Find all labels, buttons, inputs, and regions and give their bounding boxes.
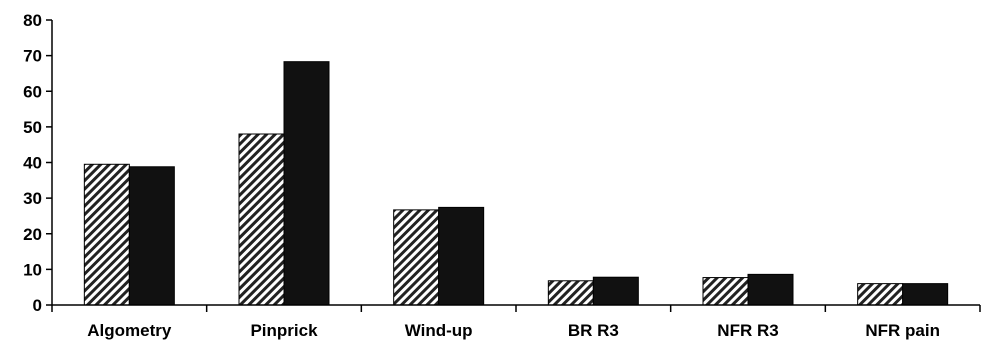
- x-category-label: Wind-up: [405, 321, 473, 340]
- y-tick-label: 50: [23, 118, 42, 137]
- bars: [83, 61, 949, 306]
- bar-series-1-nfr-r3: [702, 277, 749, 306]
- x-category-label: NFR R3: [717, 321, 778, 340]
- bar-series-1-pinprick: [238, 133, 285, 306]
- bar-series-2-pinprick: [283, 61, 330, 306]
- y-axis-ticks: 0 10 20 30 40 50 60 70 80: [23, 11, 52, 315]
- axes: [51, 20, 981, 312]
- bar-series-2-br-r3: [592, 276, 639, 306]
- bar-series-2-algometry: [128, 166, 175, 306]
- y-tick-label: 60: [23, 82, 42, 101]
- x-category-label: BR R3: [568, 321, 619, 340]
- bar-series-1-algometry: [83, 163, 130, 306]
- bar-series-1-nfr-pain: [857, 283, 904, 306]
- bar-series-1-br-r3: [547, 280, 594, 306]
- y-tick-label: 40: [23, 154, 42, 173]
- y-tick-label: 20: [23, 225, 42, 244]
- y-tick-label: 80: [23, 11, 42, 30]
- bar-series-2-nfr-r3: [747, 273, 794, 306]
- x-axis-labels: Algometry Pinprick Wind-up BR R3 NFR R3 NFR p…: [87, 321, 940, 340]
- y-tick-label: 70: [23, 47, 42, 66]
- bar-series-2-nfr-pain: [902, 283, 949, 306]
- x-category-label: Pinprick: [250, 321, 318, 340]
- y-tick-label: 0: [33, 296, 42, 315]
- bar-series-2-wind-up: [438, 206, 485, 306]
- y-tick-label: 10: [23, 260, 42, 279]
- x-category-label: NFR pain: [865, 321, 940, 340]
- x-category-label: Algometry: [87, 321, 172, 340]
- y-tick-label: 30: [23, 189, 42, 208]
- bar-series-1-wind-up: [393, 209, 440, 306]
